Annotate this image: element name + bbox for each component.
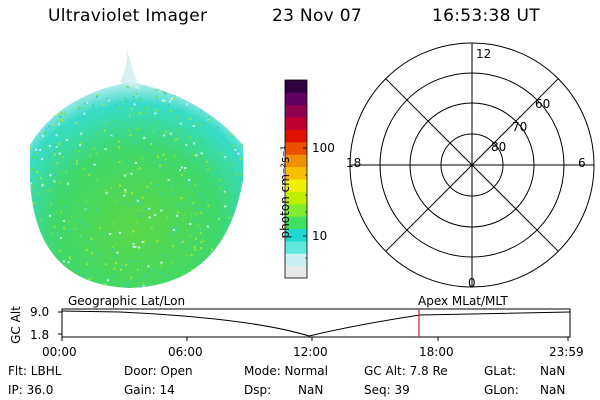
mlt-label-18: 18 [346, 156, 362, 170]
glon-field: GLon: [484, 383, 519, 397]
mlt-label-0: 0 [468, 276, 476, 290]
flt-field: Flt: LBHL [8, 364, 62, 378]
mlt-label-12: 12 [476, 47, 492, 61]
orbit-xtick-0600: 06:00 [168, 345, 203, 359]
orbit-xtick-2359: 23:59 [549, 345, 584, 359]
gc-alt-field: GC Alt: 7.8 Re [364, 364, 448, 378]
orbit-ylabel: GC Alt [9, 306, 23, 344]
date-label: 23 Nov 07 [272, 6, 362, 26]
dsp-field: Dsp: [244, 383, 272, 397]
mlt-label-6: 6 [578, 156, 586, 170]
orbit-plot [58, 308, 571, 341]
orbit-ytick-low: 1.8 [30, 328, 50, 342]
instrument-title: Ultraviolet Imager [48, 6, 208, 26]
colorbar-tick-100: 100 [312, 141, 335, 155]
dsp-value: NaN [298, 383, 324, 397]
door-field: Door: Open [124, 364, 193, 378]
orbit-ytick-high: 9.0 [30, 305, 50, 319]
geographic-label: Geographic Lat/Lon [68, 294, 186, 308]
polar-grid [349, 42, 595, 288]
gain-field: Gain: 14 [124, 383, 175, 397]
orbit-xtick-0000: 00:00 [42, 345, 77, 359]
orbit-xtick-1200: 12:00 [293, 345, 328, 359]
colorbar [285, 80, 307, 279]
seq-field: Seq: 39 [364, 383, 410, 397]
lat-label-60: 60 [535, 97, 551, 111]
mode-field: Mode: Normal [244, 364, 328, 378]
colorbar-tick-10: 10 [312, 229, 328, 243]
time-label: 16:53:38 UT [432, 6, 540, 26]
lat-label-80: 80 [491, 140, 507, 154]
glat-field: GLat: [484, 364, 517, 378]
lat-label-70: 70 [512, 120, 528, 134]
orbit-xtick-1800: 18:00 [419, 345, 454, 359]
colorbar-unit-label: photon cm⁻²s⁻¹ [278, 145, 292, 239]
ip-field: IP: 36.0 [8, 383, 54, 397]
uv-image [30, 45, 243, 288]
glat-value: NaN [540, 364, 566, 378]
glon-value: NaN [540, 383, 566, 397]
apex-label: Apex MLat/MLT [418, 294, 508, 308]
